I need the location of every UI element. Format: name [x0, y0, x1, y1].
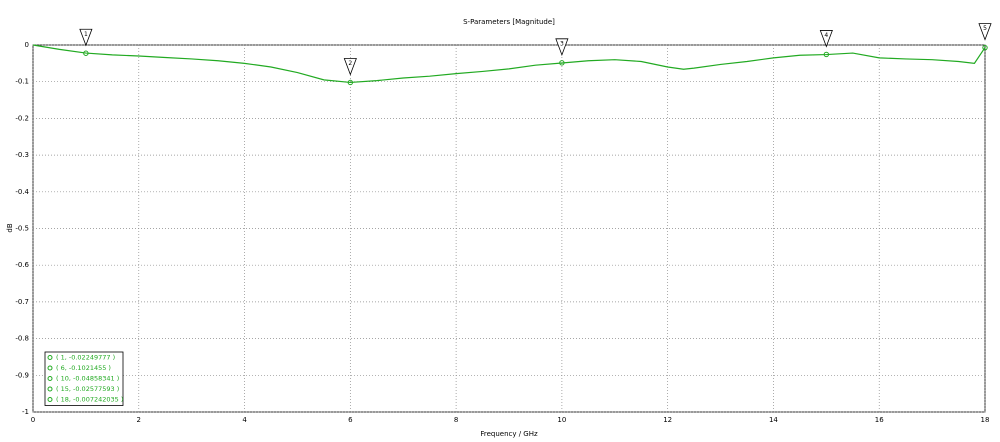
y-tick-label: -0.5	[15, 225, 29, 233]
x-tick-label: 16	[875, 416, 884, 424]
x-tick-label: 10	[557, 416, 566, 424]
y-tick-label: -0.9	[15, 371, 29, 379]
marker-point	[83, 50, 89, 56]
legend-symbol	[47, 386, 53, 392]
legend-symbol	[47, 397, 53, 402]
x-tick-label: 2	[137, 416, 141, 424]
marker-flag	[819, 30, 833, 48]
chart-title: S-Parameters [Magnitude]	[463, 18, 555, 26]
y-tick-label: -1	[22, 408, 29, 416]
x-tick-label: 4	[242, 416, 247, 424]
legend-entry: ( 6, -0.1021455 )	[56, 364, 111, 372]
legend-symbol	[47, 376, 53, 381]
x-tick-label: 6	[348, 416, 353, 424]
x-tick-label: 18	[981, 416, 990, 424]
marker-point	[559, 60, 565, 66]
marker-label: 1	[84, 31, 88, 38]
y-tick-label: -0.3	[15, 151, 29, 159]
marker-label: 2	[348, 60, 352, 67]
marker-point	[823, 51, 830, 58]
marker-flag	[343, 58, 357, 76]
y-axis-label: dB	[6, 223, 14, 232]
legend-entry: ( 1, -0.02249777 )	[56, 354, 115, 362]
legend-entry: ( 15, -0.02577593 )	[56, 385, 119, 393]
legend-entry: ( 18, -0.007242035 )	[56, 396, 123, 404]
legend-entry: ( 10, -0.04858341 )	[56, 375, 119, 383]
marker-flag	[555, 38, 569, 56]
legend-symbol	[47, 365, 53, 371]
y-tick-label: -0.1	[15, 78, 29, 86]
x-axis-label: Frequency / GHz	[480, 430, 538, 438]
marker-flag	[79, 28, 93, 47]
y-tick-label: 0	[25, 41, 29, 49]
legend-symbol	[47, 355, 53, 360]
data-line	[32, 44, 986, 84]
y-tick-label: -0.6	[15, 261, 29, 269]
y-tick-label: -0.2	[15, 114, 29, 122]
y-tick-label: -0.8	[15, 335, 29, 343]
marker-flag	[978, 23, 992, 41]
marker-point	[982, 44, 988, 51]
x-tick-label: 8	[454, 416, 458, 424]
y-tick-label: -0.7	[15, 298, 29, 306]
marker-point	[347, 79, 354, 86]
marker-label: 3	[560, 40, 564, 47]
x-tick-label: 12	[663, 416, 672, 424]
marker-label: 4	[824, 32, 828, 39]
x-tick-label: 0	[31, 416, 35, 424]
y-tick-label: -0.4	[15, 188, 29, 196]
marker-label: 5	[983, 25, 987, 32]
x-tick-label: 14	[769, 416, 778, 424]
marker-legend	[44, 351, 124, 406]
